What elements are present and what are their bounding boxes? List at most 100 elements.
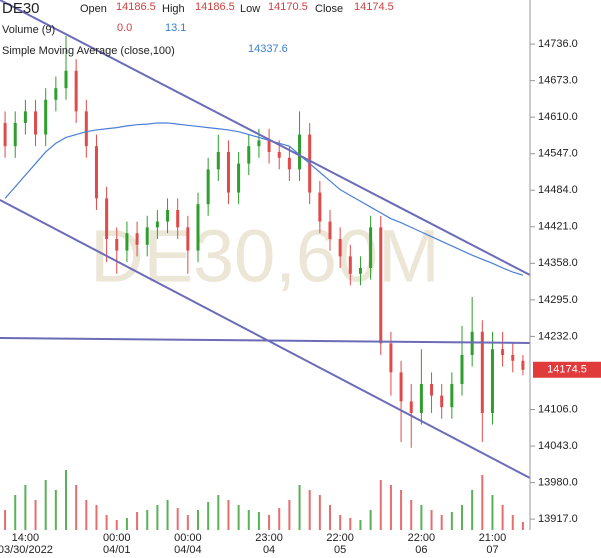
candle-body — [348, 256, 352, 274]
legend: DE30 Open 14186.5 High 14186.5 Low 14170… — [2, 0, 394, 57]
trendline — [0, 199, 531, 479]
volume-bar — [217, 495, 220, 530]
candle-body — [338, 238, 342, 257]
candle-body — [419, 383, 423, 413]
y-tick-label: 14610.0 — [538, 111, 578, 123]
volume-bar — [237, 505, 240, 530]
x-tick-label: 22:00 — [326, 532, 354, 544]
value: 0.0 — [117, 22, 132, 34]
y-tick-label: 14358.0 — [538, 257, 578, 269]
trendline — [0, 0, 531, 276]
x-tick-label: 21:00 — [479, 532, 507, 544]
candle-body — [358, 267, 362, 274]
candle-body — [226, 151, 230, 193]
candle-body — [176, 209, 180, 228]
y-tick-label: 14421.0 — [538, 221, 578, 233]
trendline — [0, 337, 531, 344]
volume-bar — [207, 502, 210, 530]
volume-bar — [125, 518, 128, 530]
volume-bar — [166, 500, 169, 530]
y-tick-label: 14043.0 — [538, 440, 578, 452]
volume-bar — [227, 500, 230, 530]
x-tick-label: 22:00 — [408, 532, 436, 544]
volume-bar — [308, 490, 311, 530]
volume-bar — [65, 470, 67, 530]
volume-bar — [339, 515, 342, 530]
candle-body — [379, 227, 383, 344]
candle-body — [135, 233, 139, 245]
y-tick-label: 14736.0 — [538, 38, 578, 50]
y-tick-label: 14106.0 — [538, 403, 578, 415]
x-tick-label: 00:00 — [103, 532, 131, 544]
candle-body — [277, 151, 281, 158]
volume-bar — [24, 485, 27, 530]
label: Open — [80, 3, 107, 15]
candle-body — [105, 198, 109, 239]
candle-body — [166, 209, 170, 222]
label: Close — [315, 3, 343, 15]
volume-bar — [115, 520, 118, 530]
y-tick-label: 13917.0 — [538, 513, 578, 525]
volume-bar — [329, 505, 331, 530]
candle-body — [409, 401, 413, 413]
candle-body — [389, 343, 393, 373]
x-tick-label: 05 — [334, 544, 346, 556]
volume-bar — [511, 515, 514, 530]
y-tick-label: 14547.0 — [538, 148, 578, 160]
label: Volume (9) — [2, 24, 55, 36]
candle-body — [460, 354, 464, 384]
volume-bar — [257, 512, 260, 530]
volume-bar — [247, 510, 250, 530]
volume-bar — [369, 510, 372, 530]
candle-body — [74, 70, 78, 112]
y-tick-label: 14232.0 — [538, 330, 578, 342]
y-tick-label: 14295.0 — [538, 294, 578, 306]
candle-body — [64, 70, 68, 89]
candle-body — [267, 140, 271, 152]
volume-bar — [197, 510, 199, 530]
volume-bar — [105, 515, 108, 530]
candle-body — [34, 111, 38, 135]
volume-bar — [34, 500, 37, 530]
candle-body — [94, 146, 98, 199]
volume-bar — [95, 505, 98, 530]
y-tick-label: 14673.0 — [538, 75, 578, 87]
x-tick-label: 06 — [415, 544, 427, 556]
volume-bar — [288, 500, 291, 530]
watermark: DE30,60M — [90, 215, 440, 298]
x-tick-label: 23:00 — [255, 532, 283, 544]
volume-bar — [410, 500, 413, 530]
value: 14170.5 — [268, 1, 308, 13]
plot — [3, 35, 525, 530]
volume-bar — [146, 510, 149, 530]
symbol: DE30 — [2, 0, 40, 17]
label: Simple Moving Average (close,100) — [2, 45, 175, 57]
candle-body — [206, 169, 210, 205]
candle-body — [430, 383, 434, 396]
candle-body — [23, 111, 27, 123]
candle-body — [298, 134, 302, 170]
candle-body — [328, 221, 332, 239]
volume-bar — [430, 510, 433, 530]
x-tick-label: 00:00 — [174, 532, 202, 544]
volume-bar — [44, 480, 47, 530]
candle-body — [318, 192, 322, 222]
x-tick-label: 04/04 — [174, 544, 202, 556]
volume-bar — [136, 512, 139, 530]
volume-bar — [186, 515, 189, 530]
volume-bar — [85, 500, 88, 530]
candle-body — [54, 88, 58, 100]
volume-bar — [278, 508, 281, 530]
candle-body — [84, 111, 88, 147]
y-tick-label: 13980.0 — [538, 476, 578, 488]
volume-bar — [298, 485, 301, 530]
candle-body — [145, 227, 149, 245]
candle-body — [247, 146, 251, 164]
candle-body — [257, 140, 261, 147]
price-tag — [533, 361, 601, 378]
candle-body — [521, 360, 525, 370]
label: Low — [240, 3, 260, 15]
volume-bar — [400, 490, 403, 530]
value: 13.1 — [165, 22, 186, 34]
